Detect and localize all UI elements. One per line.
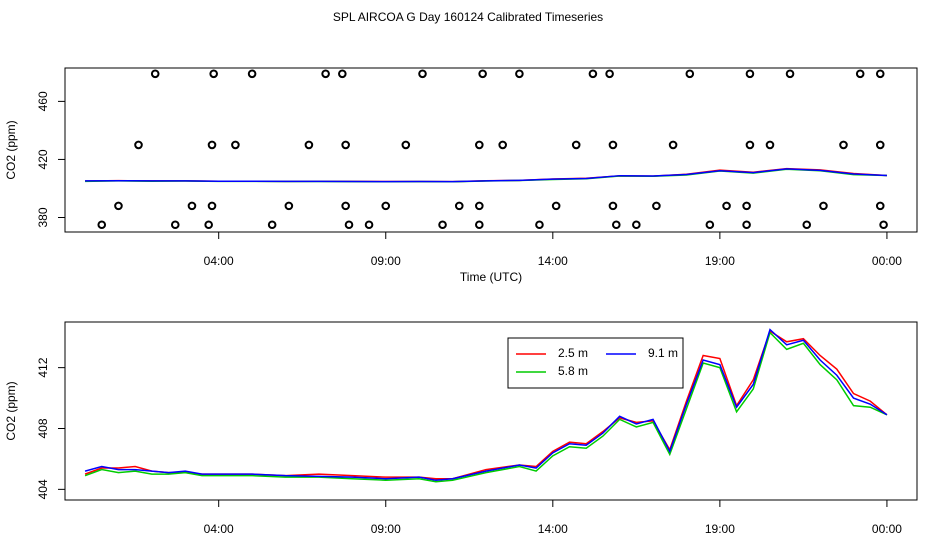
calibration-point bbox=[209, 69, 218, 79]
calibration-point bbox=[207, 201, 217, 211]
y-tick-label: 380 bbox=[36, 207, 50, 227]
x-tick-label: 09:00 bbox=[371, 254, 401, 268]
calibration-point bbox=[875, 69, 885, 79]
x-tick-label: 14:00 bbox=[538, 522, 568, 536]
calibration-point bbox=[454, 201, 464, 211]
x-axis-title: Time (UTC) bbox=[460, 538, 522, 540]
legend-label: 5.8 m bbox=[558, 364, 588, 378]
calibration-point bbox=[381, 201, 391, 211]
calibration-point bbox=[207, 140, 217, 150]
y-tick-label: 408 bbox=[36, 418, 50, 438]
calibration-point bbox=[401, 140, 411, 150]
calibration-point bbox=[652, 201, 661, 211]
calibration-point bbox=[605, 69, 614, 79]
calibration-point bbox=[551, 201, 561, 211]
calibration-point bbox=[608, 201, 618, 211]
calibration-point bbox=[364, 220, 374, 230]
calibration-point bbox=[341, 201, 350, 211]
x-tick-label: 00:00 bbox=[872, 522, 902, 536]
calibration-point bbox=[344, 220, 354, 230]
calibration-point bbox=[875, 201, 885, 211]
calibration-point bbox=[632, 220, 641, 230]
calibration-point bbox=[722, 201, 731, 211]
calibration-point bbox=[231, 140, 240, 150]
calibration-point bbox=[475, 220, 484, 230]
x-tick-label: 00:00 bbox=[872, 254, 902, 268]
calibration-point bbox=[338, 69, 347, 79]
calibration-point bbox=[97, 220, 107, 230]
x-tick-label: 19:00 bbox=[705, 254, 735, 268]
calibration-point bbox=[608, 140, 618, 150]
legend-box bbox=[507, 337, 684, 389]
calibration-point bbox=[785, 69, 795, 79]
calibration-point bbox=[187, 201, 197, 211]
plot-box bbox=[64, 67, 918, 233]
calibration-point bbox=[802, 220, 812, 230]
calibration-point bbox=[475, 201, 484, 211]
calibration-point bbox=[765, 140, 775, 150]
calibration-point bbox=[611, 220, 621, 230]
calibration-point bbox=[304, 140, 314, 150]
calibration-point bbox=[247, 69, 257, 79]
line bbox=[84, 328, 888, 481]
legend-label: 2.5 m bbox=[558, 346, 588, 360]
calibration-point bbox=[535, 220, 544, 230]
calibration-point bbox=[475, 140, 484, 150]
calibration-point bbox=[745, 69, 755, 79]
calibration-point bbox=[685, 69, 695, 79]
x-tick-label: 04:00 bbox=[204, 254, 234, 268]
plot-box bbox=[64, 321, 918, 501]
calibration-point bbox=[588, 69, 598, 79]
calibration-point bbox=[134, 140, 143, 150]
calibration-point bbox=[839, 140, 848, 150]
line bbox=[85, 168, 887, 183]
calibration-point bbox=[438, 220, 447, 230]
line bbox=[84, 329, 888, 480]
calibration-point bbox=[478, 69, 487, 79]
y-tick-label: 412 bbox=[36, 357, 50, 377]
calibration-point bbox=[204, 220, 213, 230]
x-tick-label: 09:00 bbox=[371, 522, 401, 536]
calibration-point bbox=[875, 140, 885, 150]
calibration-point bbox=[705, 220, 715, 230]
y-tick-label: 420 bbox=[36, 149, 50, 169]
line bbox=[84, 331, 888, 483]
calibration-point bbox=[742, 220, 751, 230]
calibration-point bbox=[418, 69, 427, 79]
calibration-point bbox=[170, 220, 180, 230]
y-tick-label: 404 bbox=[36, 479, 50, 499]
calibration-point bbox=[668, 140, 678, 150]
x-tick-label: 04:00 bbox=[204, 522, 234, 536]
calibration-point bbox=[321, 69, 330, 79]
calibration-point bbox=[498, 140, 507, 150]
calibration-point bbox=[150, 69, 160, 79]
calibration-point bbox=[879, 220, 888, 230]
calibration-point bbox=[855, 69, 865, 79]
y-axis-title: CO2 (ppm) bbox=[4, 120, 18, 179]
calibration-point bbox=[114, 201, 123, 211]
calibration-point bbox=[819, 201, 828, 211]
calibration-point bbox=[745, 140, 755, 150]
calibration-point bbox=[267, 220, 277, 230]
x-tick-label: 19:00 bbox=[705, 522, 735, 536]
legend-label: 9.1 m bbox=[648, 346, 678, 360]
calibration-point bbox=[341, 140, 350, 150]
calibration-point bbox=[742, 201, 751, 211]
x-axis-title: Time (UTC) bbox=[460, 270, 522, 284]
page-title: SPL AIRCOA G Day 160124 Calibrated Times… bbox=[333, 10, 603, 24]
calibration-point bbox=[515, 69, 524, 79]
x-tick-label: 14:00 bbox=[538, 254, 568, 268]
y-axis-title: CO2 (ppm) bbox=[4, 381, 18, 440]
calibration-point bbox=[571, 140, 581, 150]
y-tick-label: 460 bbox=[36, 91, 50, 111]
calibration-point bbox=[284, 201, 294, 211]
